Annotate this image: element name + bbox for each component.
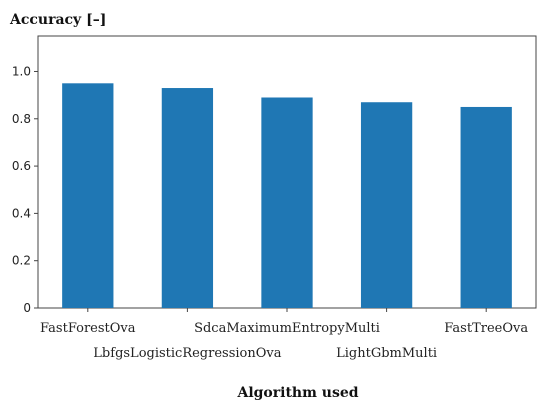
x-category-label: LbfgsLogisticRegressionOva [93, 346, 281, 361]
bar-fastforestova [62, 83, 114, 308]
y-axis-title: Accuracy [–] [9, 12, 106, 28]
y-tick-label: 0.4 [12, 206, 31, 220]
x-category-label: FastForestOva [40, 321, 136, 336]
x-axis-title: Algorithm used [236, 385, 358, 401]
x-category-label: FastTreeOva [444, 321, 528, 336]
x-axis-category-labels: FastForestOva LbfgsLogisticRegressionOva S… [40, 308, 528, 361]
y-tick-label: 0 [23, 301, 31, 315]
bar-fasttreeova [460, 106, 512, 309]
bar-sdcamaximumentropymulti [261, 97, 313, 308]
bar-lightgbmmulti [360, 102, 413, 308]
y-tick-label: 1.0 [12, 64, 31, 78]
bar-lbfgslogisticregressionova [161, 88, 214, 308]
y-tick-label: 0.6 [12, 159, 31, 173]
y-tick-label: 0.2 [12, 254, 31, 268]
x-category-label: SdcaMaximumEntropyMulti [194, 321, 380, 336]
y-axis-ticks: 0 0.2 0.4 0.6 0.8 1.0 [12, 64, 38, 315]
bars [62, 83, 512, 309]
y-tick-label: 0.8 [12, 112, 31, 126]
x-category-label: LightGbmMulti [336, 346, 437, 361]
